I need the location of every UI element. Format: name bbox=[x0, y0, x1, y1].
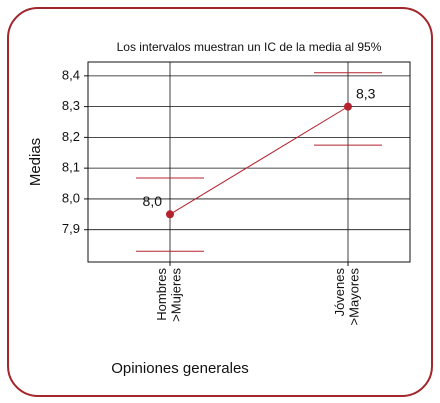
y-tick-label: 8,4 bbox=[62, 67, 80, 82]
y-tick-label: 8,3 bbox=[62, 98, 80, 113]
y-tick-label: 7,9 bbox=[62, 221, 80, 236]
plot-area bbox=[87, 61, 411, 263]
y-tick-label: 8,2 bbox=[62, 129, 80, 144]
y-axis-label: Medias bbox=[27, 138, 44, 186]
x-tick-label: Jóvenes>Mayores bbox=[332, 268, 361, 326]
mean-point bbox=[344, 102, 352, 111]
mean-point bbox=[166, 210, 174, 219]
mean-line bbox=[169, 106, 349, 215]
value-label: 8,0 bbox=[143, 193, 163, 209]
y-tick-label: 8,1 bbox=[62, 160, 80, 175]
chart-subtitle: Los intervalos muestran un IC de la medi… bbox=[117, 40, 382, 54]
value-label: 8,3 bbox=[356, 85, 376, 101]
x-tick-label: Hombres>Mujeres bbox=[154, 268, 183, 322]
x-axis-label: Opiniones generales bbox=[111, 360, 249, 377]
frame bbox=[7, 7, 433, 397]
y-tick-label: 8,0 bbox=[62, 190, 80, 205]
